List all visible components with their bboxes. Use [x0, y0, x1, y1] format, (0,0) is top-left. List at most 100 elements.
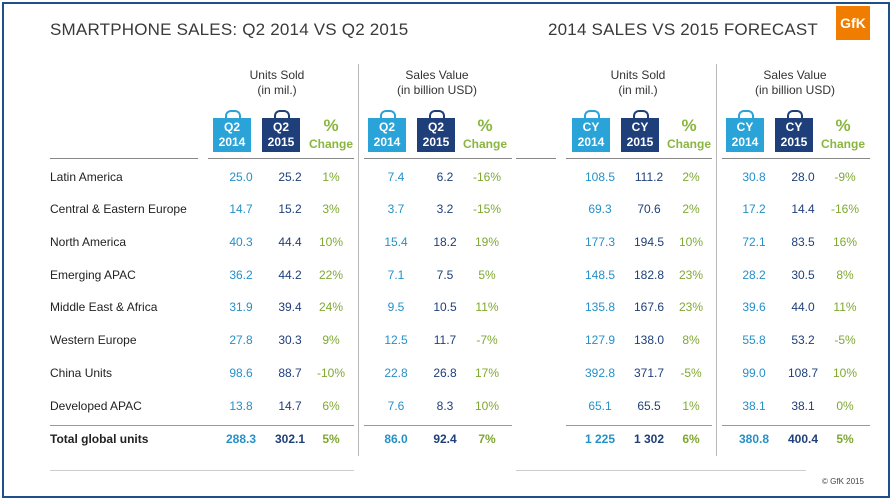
table-cell: 25.2 [278, 170, 302, 184]
table-cell: 2% [682, 170, 700, 184]
table-cell: 194.5 [633, 235, 665, 249]
percent-symbol: % [323, 116, 339, 135]
table-cell: 167.6 [633, 300, 665, 314]
table-cell: 15.2 [278, 202, 302, 216]
table-cell: 302.1 [274, 432, 306, 446]
table-cell: 14.7 [229, 202, 253, 216]
table-cell: 148.5 [584, 268, 616, 282]
left-title: SMARTPHONE SALES: Q2 2014 VS Q2 2015 [50, 20, 409, 39]
header-rule [208, 158, 354, 159]
row-label: Middle East & Africa [50, 300, 158, 314]
group-header-line1: Units Sold [610, 68, 666, 82]
table-cell: 8% [836, 268, 854, 282]
header-rule [722, 158, 870, 159]
table-cell: 88.7 [278, 366, 302, 380]
table-cell: 1 302 [633, 432, 665, 446]
bag-bottom-label: 2015 [626, 135, 654, 149]
table-cell: 11% [475, 300, 499, 314]
table-cell: 11% [833, 300, 857, 314]
table-cell: 2% [682, 202, 700, 216]
table-cell: 55.8 [742, 333, 766, 347]
table-row: North America 40.3 44.4 10% 15.4 18.2 19% 177.3… [0, 232, 896, 252]
table-cell: 10% [474, 399, 500, 413]
table-row: Central & Eastern Europe 14.7 15.2 3% 3.7 3.2… [0, 199, 896, 219]
bag-top-label: Q2 [272, 120, 289, 134]
table-cell: 23% [678, 300, 704, 314]
total-rule [364, 425, 512, 426]
header-rule [50, 158, 198, 159]
table-cell: 38.1 [791, 399, 815, 413]
row-label: China Units [50, 366, 113, 380]
table-row: Western Europe 27.8 30.3 9% 12.5 11.7 -7% 127.9… [0, 330, 896, 350]
table-cell: 98.6 [229, 366, 253, 380]
table-cell: -7% [476, 333, 498, 347]
table-cell: 27.8 [229, 333, 253, 347]
table-row: Latin America 25.0 25.2 1% 7.4 6.2 -16% 108.5 11… [0, 167, 896, 187]
shopping-bag-icon: CY 2014 [726, 110, 764, 152]
table-cell: 127.9 [584, 333, 616, 347]
table-cell: 1% [322, 170, 340, 184]
table-cell: 18.2 [433, 235, 457, 249]
group-header-line2: (in mil.) [618, 83, 658, 97]
frame [2, 2, 890, 498]
bag-top-label: CY [785, 120, 803, 134]
table-cell: -16% [472, 170, 501, 184]
percent-change-header: % Change [817, 116, 869, 152]
table-cell: 30.8 [742, 170, 766, 184]
bag-top-label: CY [736, 120, 754, 134]
change-label: Change [462, 137, 507, 151]
group-header-line2: (in billion USD) [396, 83, 478, 97]
table-cell: 111.2 [634, 170, 664, 184]
table-cell: 30.5 [791, 268, 815, 282]
table-cell: 7% [478, 432, 496, 446]
table-cell: 9.5 [387, 300, 405, 314]
divider-line [716, 64, 717, 456]
table-cell: 177.3 [584, 235, 616, 249]
bag-bottom-label: 2014 [373, 135, 401, 149]
table-cell: 69.3 [588, 202, 612, 216]
table-cell: 3.7 [387, 202, 405, 216]
table-cell: 3.2 [436, 202, 454, 216]
table-cell: 6.2 [436, 170, 454, 184]
table-cell: 99.0 [742, 366, 766, 380]
table-cell: 72.1 [742, 235, 766, 249]
table-cell: 7.1 [387, 268, 405, 282]
header-rule [364, 158, 512, 159]
table-cell: 22% [318, 268, 344, 282]
total-row: Total global units 288.3 302.1 5% 86.0 92.4 7%… [0, 429, 896, 449]
table-cell: 26.8 [433, 366, 457, 380]
table-cell: 24% [318, 300, 344, 314]
group-header-units-cy: Units Sold (in mil.) [568, 68, 708, 98]
copyright: © GfK 2015 [822, 477, 864, 486]
table-cell: 1% [682, 399, 700, 413]
total-rule [50, 425, 354, 426]
bag-bottom-label: 2015 [422, 135, 450, 149]
table-row: Middle East & Africa 31.9 39.4 24% 9.5 10.5 11… [0, 297, 896, 317]
table-cell: 83.5 [791, 235, 815, 249]
table-cell: 5% [322, 432, 340, 446]
percent-change-header: % Change [305, 116, 357, 152]
table-cell: 10% [678, 235, 704, 249]
table-cell: 17.2 [742, 202, 766, 216]
row-label: Western Europe [50, 333, 137, 347]
table-cell: 6% [682, 432, 700, 446]
table-cell: 15.4 [384, 235, 408, 249]
table-cell: 28.0 [791, 170, 815, 184]
table-row: Emerging APAC 36.2 44.2 22% 7.1 7.5 5% 148.5 182… [0, 265, 896, 285]
bag-bottom-label: 2014 [577, 135, 605, 149]
table-cell: 7.4 [387, 170, 405, 184]
bag-bottom-label: 2015 [780, 135, 808, 149]
group-header-line1: Units Sold [249, 68, 305, 82]
shopping-bag-icon: Q2 2015 [262, 110, 300, 152]
table-cell: 44.2 [278, 268, 302, 282]
group-header-line1: Sales Value [405, 68, 469, 82]
table-cell: 36.2 [229, 268, 253, 282]
percent-change-header: % Change [663, 116, 715, 152]
table-cell: 44.0 [791, 300, 815, 314]
shopping-bag-icon: Q2 2014 [368, 110, 406, 152]
table-cell: 86.0 [384, 432, 408, 446]
bag-bottom-label: 2014 [731, 135, 759, 149]
table-cell: 13.8 [229, 399, 253, 413]
shopping-bag-icon: Q2 2014 [213, 110, 251, 152]
table-cell: 108.7 [787, 366, 819, 380]
